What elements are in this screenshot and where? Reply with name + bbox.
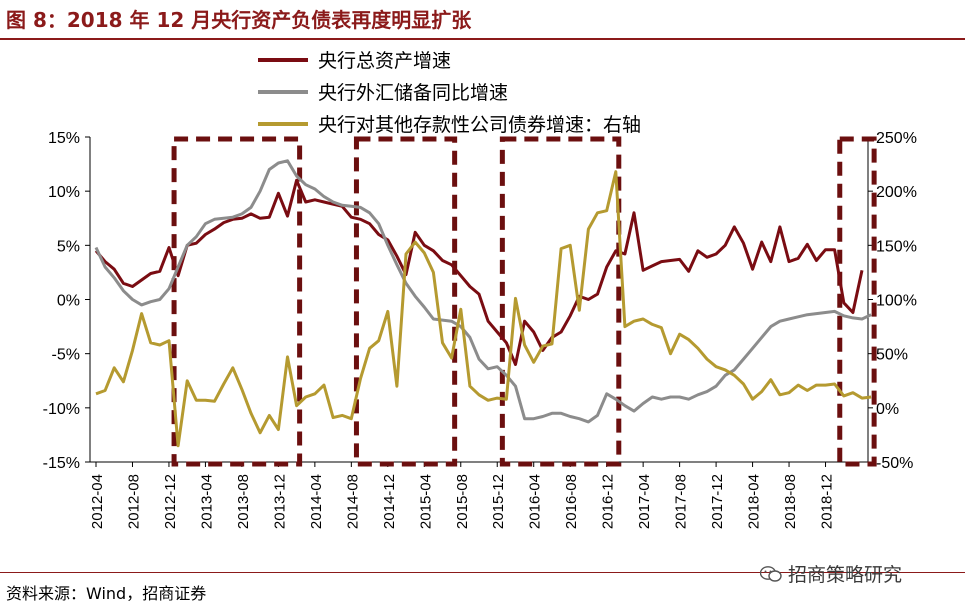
x-tick-label: 2016-04 bbox=[527, 474, 544, 529]
x-tick-label: 2015-12 bbox=[490, 474, 507, 529]
legend-label-3: 央行对其他存款性公司债券增速：右轴 bbox=[318, 114, 641, 136]
x-tick-label: 2015-08 bbox=[454, 474, 471, 529]
x-tick-label: 2016-12 bbox=[600, 474, 617, 529]
x-tick-label: 2017-08 bbox=[673, 474, 690, 529]
x-tick-label: 2015-04 bbox=[417, 474, 434, 529]
x-tick-label: 2013-12 bbox=[271, 474, 288, 529]
y-right-tick-label: -50% bbox=[876, 455, 913, 472]
figure-title: 图 8：2018 年 12 月央行资产负债表再度明显扩张 bbox=[6, 8, 472, 32]
y-left-tick-label: 5% bbox=[57, 238, 80, 255]
highlight-box bbox=[499, 136, 622, 467]
watermark: 招商策略研究 bbox=[760, 560, 902, 587]
x-tick-label: 2012-12 bbox=[162, 474, 179, 529]
wechat-icon bbox=[760, 565, 782, 582]
x-tick-label: 2014-12 bbox=[381, 474, 398, 529]
x-tick-label: 2017-12 bbox=[709, 474, 726, 529]
x-tick-label: 2018-04 bbox=[746, 474, 763, 529]
x-tick-label: 2018-08 bbox=[782, 474, 799, 529]
series-line-2 bbox=[94, 159, 872, 424]
x-tick-label: 2012-04 bbox=[89, 474, 106, 529]
legend-label-1: 央行总资产增速 bbox=[318, 50, 451, 72]
x-tick-label: 2014-08 bbox=[344, 474, 361, 529]
y-right-tick-label: 0% bbox=[876, 401, 899, 418]
x-tick-label: 2014-04 bbox=[308, 474, 325, 529]
y-right-tick-label: 150% bbox=[876, 238, 917, 255]
y-left-tick-label: 10% bbox=[48, 184, 80, 201]
y-right-tick-label: 250% bbox=[876, 130, 917, 147]
source-note: 资料来源：Wind，招商证券 bbox=[6, 584, 207, 603]
x-tick-label: 2012-08 bbox=[125, 474, 142, 529]
y-right-tick-label: 50% bbox=[876, 347, 908, 364]
x-tick-label: 2016-08 bbox=[563, 474, 580, 529]
highlight-box bbox=[353, 136, 458, 467]
highlight-box bbox=[837, 136, 877, 467]
series-line-3 bbox=[95, 170, 872, 448]
y-left-tick-label: 15% bbox=[48, 130, 80, 147]
series-line-1 bbox=[94, 178, 864, 366]
x-tick-label: 2013-08 bbox=[235, 474, 252, 529]
legend-label-2: 央行外汇储备同比增速 bbox=[318, 82, 508, 104]
footer-rule bbox=[0, 572, 965, 573]
y-left-tick-label: -10% bbox=[43, 401, 80, 418]
y-left-tick-label: 0% bbox=[57, 293, 80, 310]
x-tick-label: 2013-04 bbox=[198, 474, 215, 529]
x-tick-label: 2017-04 bbox=[636, 474, 653, 529]
y-right-tick-label: 200% bbox=[876, 184, 917, 201]
y-right-tick-label: 100% bbox=[876, 293, 917, 310]
highlight-box bbox=[171, 136, 303, 467]
x-tick-label: 2018-12 bbox=[819, 474, 836, 529]
y-left-tick-label: -5% bbox=[52, 347, 80, 364]
watermark-label: 招商策略研究 bbox=[788, 564, 903, 586]
y-left-tick-label: -15% bbox=[43, 455, 80, 472]
title-rule bbox=[0, 38, 965, 40]
